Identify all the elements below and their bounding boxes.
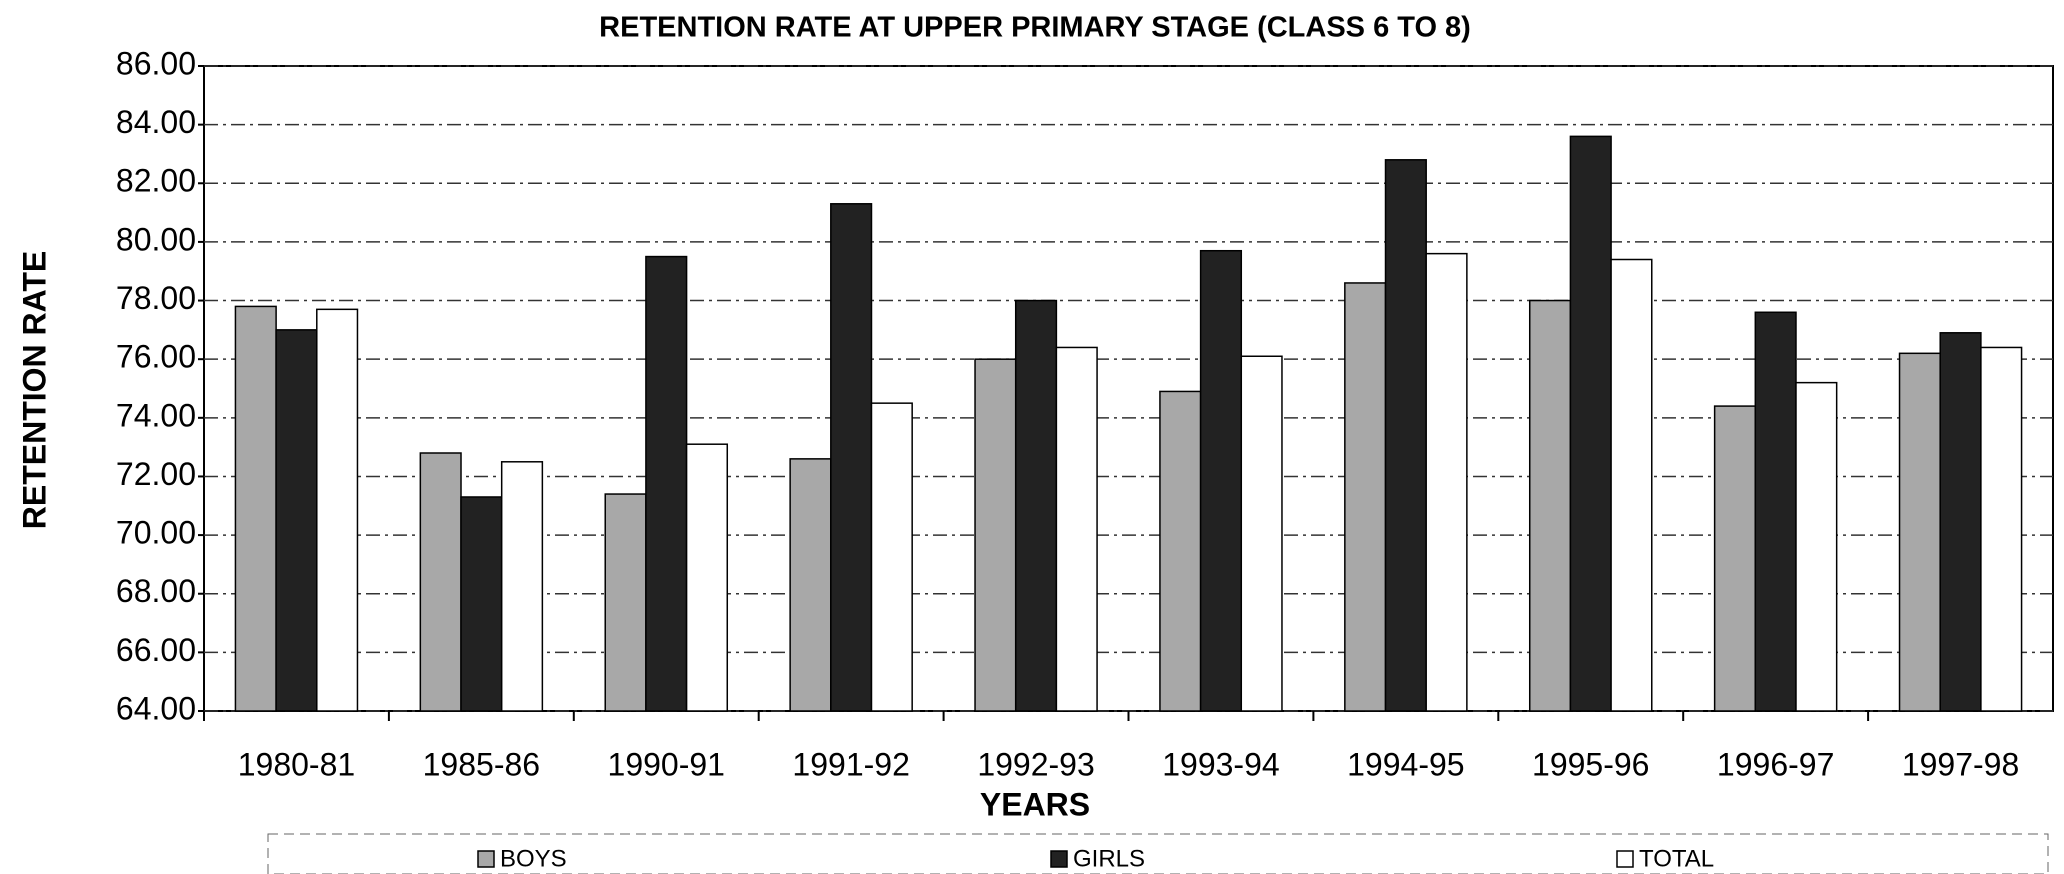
- x-tick-label: 1995-96: [1532, 746, 1649, 782]
- x-tick-label: 1992-93: [977, 746, 1094, 782]
- bar: [1240, 355, 1283, 712]
- legend-label: GIRLS: [1073, 845, 1145, 872]
- bar: [1713, 405, 1757, 712]
- x-tick-label: 1996-97: [1717, 746, 1834, 782]
- x-tick-label: 1994-95: [1347, 746, 1464, 782]
- bar: [1754, 311, 1797, 712]
- bar: [500, 461, 544, 712]
- bar: [604, 493, 647, 712]
- legend-swatch: [1050, 850, 1068, 868]
- y-tick-label: 74.00: [116, 397, 196, 433]
- legend-swatch: [477, 850, 495, 868]
- x-tick-label: 1993-94: [1162, 746, 1279, 782]
- y-tick-label: 68.00: [116, 573, 196, 609]
- bar: [1528, 299, 1572, 712]
- x-tick-label: 1985-86: [423, 746, 540, 782]
- legend-label: BOYS: [500, 845, 567, 872]
- bar: [1610, 258, 1653, 712]
- bar: [1939, 332, 1982, 712]
- chart-title: RETENTION RATE AT UPPER PRIMARY STAGE (C…: [599, 12, 1471, 44]
- x-tick-label: 1980-81: [238, 746, 355, 782]
- bar: [1344, 282, 1387, 712]
- y-tick-label: 72.00: [116, 456, 196, 492]
- y-tick-label: 70.00: [116, 515, 196, 551]
- bar: [275, 329, 318, 712]
- bar: [974, 358, 1017, 712]
- bar: [830, 203, 873, 712]
- bar: [1898, 352, 1941, 712]
- y-tick-label: 86.00: [116, 45, 196, 81]
- x-tick-label: 1990-91: [608, 746, 725, 782]
- bar: [1795, 381, 1838, 712]
- legend-box: [267, 833, 2049, 874]
- bar: [645, 255, 688, 712]
- bar: [1980, 346, 2023, 712]
- bar: [1055, 346, 1098, 712]
- bar: [1425, 252, 1468, 712]
- y-tick-label: 66.00: [116, 632, 196, 668]
- bar: [870, 402, 913, 712]
- y-tick-label: 78.00: [116, 280, 196, 316]
- legend-label: TOTAL: [1639, 845, 1714, 872]
- bar: [419, 452, 462, 712]
- y-tick-label: 64.00: [116, 690, 196, 726]
- x-axis-title: YEARS: [980, 786, 1090, 822]
- bar: [685, 443, 729, 712]
- y-tick-label: 82.00: [116, 163, 196, 199]
- bar: [316, 308, 359, 712]
- bar: [1199, 249, 1243, 712]
- bar: [460, 496, 503, 712]
- x-tick-label: 1991-92: [792, 746, 909, 782]
- y-tick-label: 80.00: [116, 221, 196, 257]
- bar: [1014, 299, 1058, 712]
- bar: [1384, 159, 1427, 712]
- bar: [789, 458, 832, 712]
- y-tick-label: 84.00: [116, 104, 196, 140]
- bar: [1569, 135, 1612, 712]
- bar: [1159, 390, 1202, 712]
- bar: [234, 305, 277, 712]
- y-tick-label: 76.00: [116, 339, 196, 375]
- legend-swatch: [1616, 850, 1634, 868]
- y-axis-title: RETENTION RATE: [16, 251, 52, 530]
- x-tick-label: 1997-98: [1902, 746, 2019, 782]
